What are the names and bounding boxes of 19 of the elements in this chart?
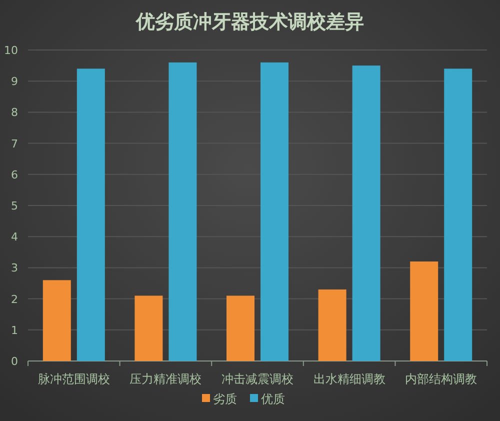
x-tick-label: 内部结构调教 — [405, 372, 478, 386]
y-tick-label: 0 — [11, 355, 18, 368]
y-tick-label: 5 — [11, 200, 18, 212]
y-tick-label: 8 — [11, 106, 18, 120]
legend-label: 优质 — [261, 392, 285, 406]
y-tick-label: 2 — [11, 292, 18, 306]
legend-label: 劣质 — [213, 392, 237, 406]
y-tick-label: 7 — [11, 137, 18, 150]
x-tick-label: 冲击减震调校 — [222, 372, 294, 386]
y-tick-label: 9 — [11, 75, 18, 88]
y-tick-label: 10 — [4, 44, 18, 57]
x-tick-label: 脉冲范围调校 — [38, 372, 110, 386]
y-tick-label: 6 — [11, 168, 18, 182]
x-tick-label: 压力精准调校 — [130, 372, 202, 386]
chart-title: 优劣质冲牙器技术调校差异 — [135, 11, 364, 33]
y-tick-label: 3 — [11, 262, 18, 275]
y-tick-label: 4 — [11, 230, 18, 244]
x-tick-label: 出水精细调教 — [313, 372, 386, 386]
y-tick-label: 1 — [11, 324, 18, 337]
